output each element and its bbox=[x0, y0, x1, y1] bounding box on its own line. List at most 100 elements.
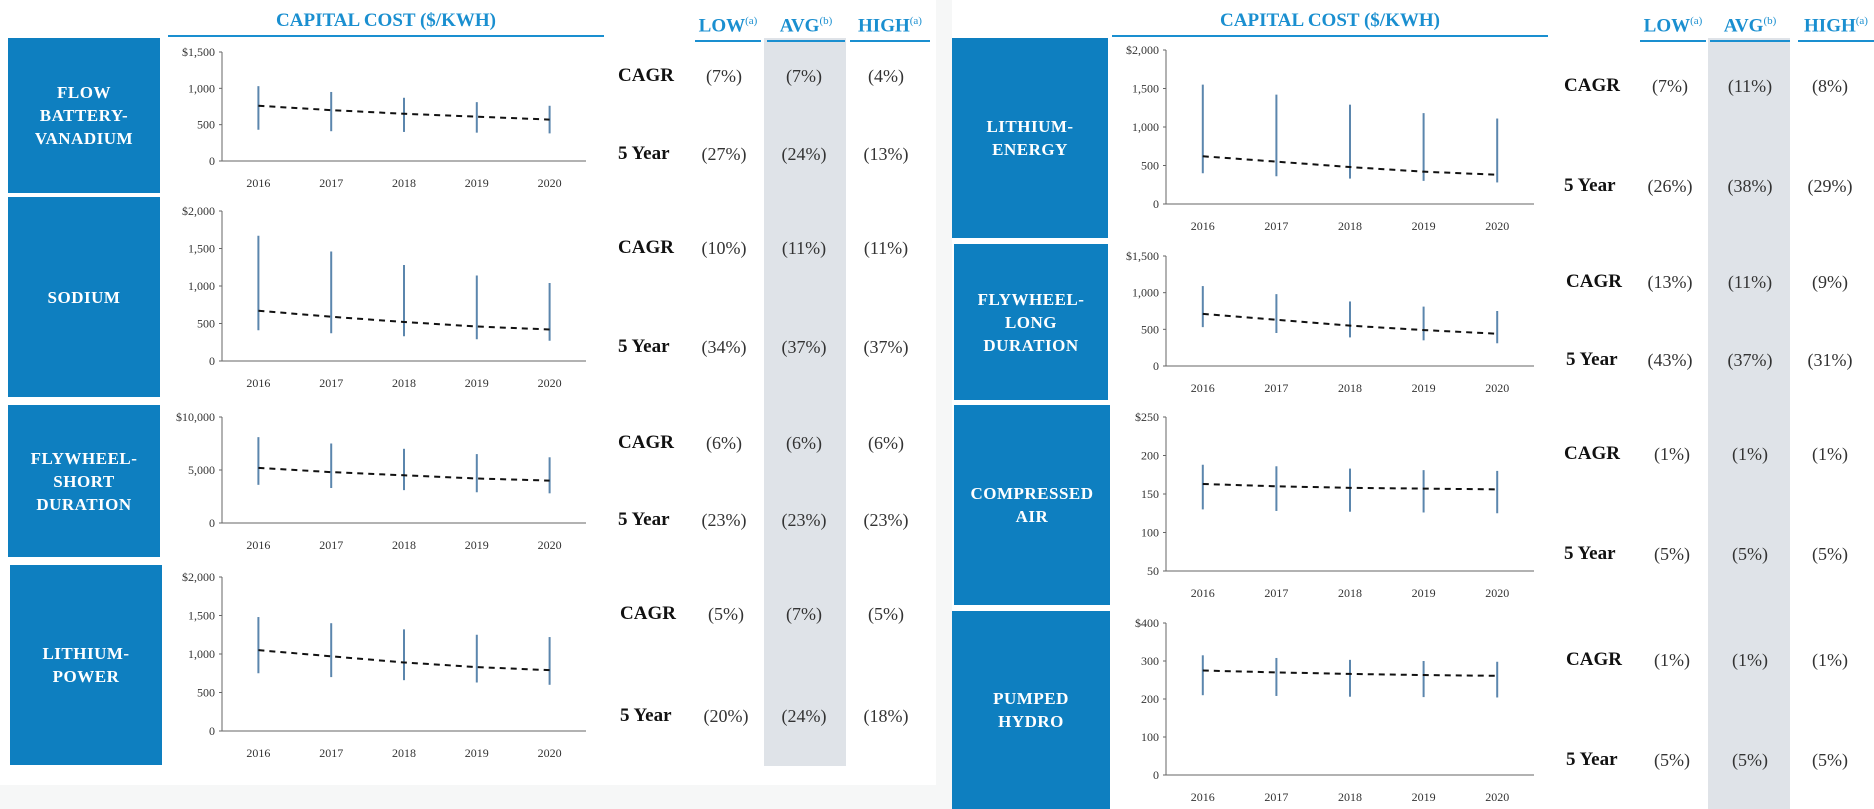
y-tick-label: 1,500 bbox=[188, 242, 215, 256]
y-tick-label: $400 bbox=[1135, 616, 1159, 630]
x-tick-label: 2020 bbox=[1485, 381, 1509, 395]
x-tick-label: 2020 bbox=[538, 538, 562, 552]
cagr-label: CAGR bbox=[620, 603, 676, 624]
trend-line bbox=[1202, 312, 1498, 335]
y-tick-label: 200 bbox=[1141, 449, 1159, 463]
x-tick-label: 2016 bbox=[1191, 219, 1215, 233]
capital-cost-chart: $1,500 1,000 500 0 2016 2017 2018 2019 2020 bbox=[166, 40, 602, 195]
x-tick-label: 2020 bbox=[1485, 219, 1509, 233]
avg-five-year-value: (5%) bbox=[1732, 750, 1768, 770]
high-cagr-value: (5%) bbox=[868, 604, 904, 624]
y-tick-label: 1,000 bbox=[1132, 120, 1159, 134]
low-five-year-value: (5%) bbox=[1654, 750, 1690, 770]
low-cagr-value: (5%) bbox=[708, 604, 744, 624]
x-tick-label: 2016 bbox=[1191, 381, 1215, 395]
high-five-year-value: (18%) bbox=[863, 706, 909, 726]
y-tick-label: 1,500 bbox=[1132, 82, 1159, 96]
chart-svg: $1,500 1,000 500 0 2016 2017 2018 2019 2020 bbox=[1126, 249, 1534, 395]
trend-line bbox=[258, 104, 550, 121]
y-tick-label: 500 bbox=[1141, 322, 1159, 336]
avg-header-left: AVG(b) bbox=[767, 8, 845, 43]
cagr-label: CAGR bbox=[618, 432, 674, 453]
cagr-label: CAGR bbox=[1566, 649, 1622, 670]
y-tick-label: 50 bbox=[1147, 564, 1159, 578]
y-tick-label: 0 bbox=[209, 516, 215, 530]
y-tick-label: 500 bbox=[1141, 159, 1159, 173]
x-tick-label: 2020 bbox=[1485, 586, 1509, 600]
low-five-year-value: (5%) bbox=[1654, 544, 1690, 564]
capital-cost-chart: $2,000 1,500 1,000 500 0 2016 2017 2018 2019 2020 bbox=[166, 565, 602, 765]
avg-cagr-value: (6%) bbox=[786, 433, 822, 453]
high-cagr-value: (8%) bbox=[1812, 76, 1848, 96]
cagr-label: CAGR bbox=[1566, 271, 1622, 292]
y-tick-label: 0 bbox=[1153, 359, 1159, 373]
high-cagr-value: (1%) bbox=[1812, 444, 1848, 464]
y-tick-label: $2,000 bbox=[182, 204, 215, 218]
x-tick-label: 2019 bbox=[465, 538, 489, 552]
low-cagr-value: (1%) bbox=[1654, 650, 1690, 670]
avg-cagr-value: (11%) bbox=[1727, 76, 1773, 96]
x-tick-label: 2019 bbox=[465, 746, 489, 760]
chart-svg: $2,000 1,500 1,000 500 0 2016 2017 2018 2019 2020 bbox=[182, 570, 586, 760]
high-five-year-value: (5%) bbox=[1812, 750, 1848, 770]
trend-line bbox=[258, 309, 550, 331]
avg-five-year-value: (38%) bbox=[1727, 176, 1773, 196]
y-tick-label: 300 bbox=[1141, 654, 1159, 668]
x-tick-label: 2016 bbox=[246, 746, 270, 760]
x-tick-label: 2017 bbox=[319, 746, 343, 760]
cagr-label: CAGR bbox=[1564, 443, 1620, 464]
low-five-year-value: (23%) bbox=[701, 510, 747, 530]
x-tick-label: 2019 bbox=[1412, 219, 1436, 233]
x-tick-label: 2017 bbox=[1264, 790, 1288, 804]
five-year-label: 5 Year bbox=[618, 509, 670, 530]
low-cagr-value: (10%) bbox=[701, 238, 747, 258]
chart-svg: $2,000 1,500 1,000 500 0 2016 2017 2018 2019 2020 bbox=[1126, 43, 1534, 233]
x-tick-label: 2018 bbox=[392, 538, 416, 552]
trend-line bbox=[1202, 669, 1498, 677]
capital-cost-chart: $250 200 150 100 50 2016 2017 2018 2019 2020 bbox=[1110, 405, 1550, 605]
capital-cost-header-right: CAPITAL COST ($/KWH) bbox=[1112, 8, 1548, 37]
avg-cagr-value: (11%) bbox=[781, 238, 827, 258]
avg-band-left bbox=[764, 38, 846, 766]
five-year-label: 5 Year bbox=[1564, 543, 1616, 564]
y-tick-label: 0 bbox=[1153, 768, 1159, 782]
x-tick-label: 2019 bbox=[1412, 381, 1436, 395]
row-label: FLYWHEEL- SHORT DURATION bbox=[8, 405, 160, 557]
row-label: PUMPED HYDRO bbox=[952, 611, 1110, 809]
row-label: FLOW BATTERY- VANADIUM bbox=[8, 38, 160, 193]
chart-svg: $400 300 200 100 0 2016 2017 2018 2019 2020 bbox=[1135, 616, 1534, 804]
avg-cagr-value: (11%) bbox=[1727, 272, 1773, 292]
row-label: LITHIUM- ENERGY bbox=[952, 38, 1108, 238]
low-cagr-value: (7%) bbox=[706, 66, 742, 86]
y-tick-label: 0 bbox=[1153, 197, 1159, 211]
x-tick-label: 2016 bbox=[246, 176, 270, 190]
low-five-year-value: (20%) bbox=[703, 706, 749, 726]
capital-cost-chart: $1,500 1,000 500 0 2016 2017 2018 2019 2020 bbox=[1110, 244, 1550, 400]
y-tick-label: 150 bbox=[1141, 487, 1159, 501]
y-tick-label: 1,000 bbox=[188, 81, 215, 95]
x-tick-label: 2020 bbox=[1485, 790, 1509, 804]
five-year-label: 5 Year bbox=[1566, 749, 1618, 770]
high-five-year-value: (5%) bbox=[1812, 544, 1848, 564]
avg-band-right bbox=[1708, 38, 1790, 809]
five-year-label: 5 Year bbox=[1564, 175, 1616, 196]
avg-cagr-value: (1%) bbox=[1732, 444, 1768, 464]
row-label: FLYWHEEL- LONG DURATION bbox=[954, 244, 1108, 400]
avg-five-year-value: (5%) bbox=[1732, 544, 1768, 564]
avg-cagr-value: (1%) bbox=[1732, 650, 1768, 670]
high-cagr-value: (9%) bbox=[1812, 272, 1848, 292]
y-tick-label: 1,000 bbox=[1132, 286, 1159, 300]
chart-svg: $2,000 1,500 1,000 500 0 2016 2017 2018 2019 2020 bbox=[182, 204, 586, 390]
five-year-label: 5 Year bbox=[618, 336, 670, 357]
capital-cost-header-left: CAPITAL COST ($/KWH) bbox=[168, 8, 604, 37]
y-tick-label: 100 bbox=[1141, 730, 1159, 744]
x-tick-label: 2017 bbox=[319, 376, 343, 390]
low-five-year-value: (27%) bbox=[701, 144, 747, 164]
y-tick-label: 0 bbox=[209, 154, 215, 168]
y-tick-label: 0 bbox=[209, 354, 215, 368]
x-tick-label: 2017 bbox=[319, 538, 343, 552]
cagr-label: CAGR bbox=[618, 237, 674, 258]
high-five-year-value: (31%) bbox=[1807, 350, 1853, 370]
x-tick-label: 2016 bbox=[246, 538, 270, 552]
avg-five-year-value: (24%) bbox=[781, 706, 827, 726]
